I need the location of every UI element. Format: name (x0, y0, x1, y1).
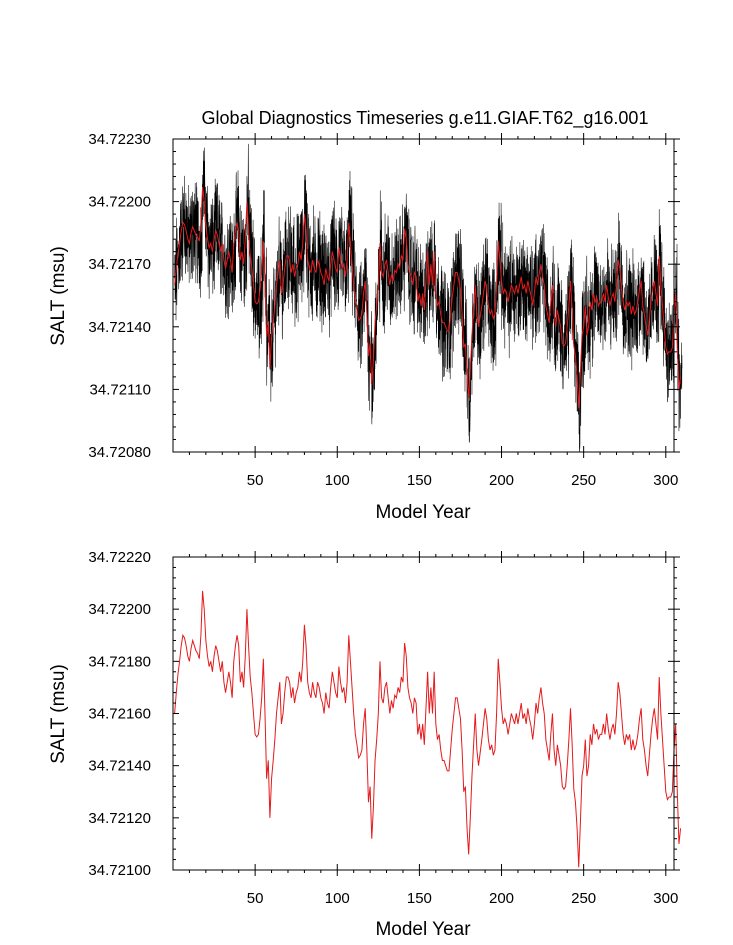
bottom-plot-frame (172, 556, 675, 871)
top-ytick-label: 34.72110 (90, 381, 151, 398)
top-ytick-label: 34.72080 (88, 444, 151, 461)
top-y-axis-title: SALT (msu) (48, 246, 69, 346)
bottom-ytick-label: 34.72160 (88, 706, 151, 723)
top-xtick-label: 150 (407, 472, 432, 489)
top-xtick-labels: 50 100 150 200 250 300 (247, 472, 679, 489)
top-ytick-label: 34.72200 (88, 194, 151, 211)
top-chart: 34.72080 34.72110 34.72140 34.72170 34.72200… (48, 131, 683, 523)
bottom-chart: 34.72100 34.72120 34.72140 34.72160 34.72180… (48, 549, 682, 940)
top-x-axis-title: Model Year (375, 502, 471, 523)
top-annual-series-group (174, 186, 682, 409)
bottom-xtick-labels: 50 100 150 200 250 300 (247, 890, 679, 907)
bottom-xtick-label: 300 (653, 890, 678, 907)
chart-title: Global Diagnostics Timeseries g.e11.GIAF… (202, 108, 649, 129)
bottom-xtick-label: 250 (571, 890, 596, 907)
top-xtick-label: 300 (653, 472, 678, 489)
top-xtick-label: 50 (247, 472, 264, 489)
top-ticks (173, 133, 680, 458)
bottom-xtick-label: 200 (489, 890, 514, 907)
bottom-ytick-label: 34.72180 (88, 653, 151, 670)
top-plot-frame (172, 138, 675, 453)
top-xtick-label: 250 (571, 472, 596, 489)
bottom-y-axis-title: SALT (msu) (48, 664, 69, 764)
bottom-ytick-labels: 34.72100 34.72120 34.72140 34.72160 34.72180… (88, 549, 151, 879)
bottom-xtick-label: 50 (247, 890, 264, 907)
bottom-ytick-label: 34.72140 (88, 758, 151, 775)
top-monthly-series-group (174, 143, 683, 453)
top-ytick-label: 34.72170 (88, 256, 151, 273)
bottom-annual-series-line (174, 590, 682, 868)
top-annual-series-line (174, 186, 682, 409)
bottom-ytick-label: 34.72200 (88, 601, 151, 618)
bottom-xtick-label: 100 (325, 890, 350, 907)
top-xtick-label: 100 (325, 472, 350, 489)
bottom-ytick-label: 34.72120 (88, 810, 151, 827)
bottom-ticks (173, 551, 680, 876)
bottom-x-axis-title: Model Year (375, 919, 471, 940)
top-monthly-series-line (174, 143, 683, 453)
top-ytick-labels: 34.72080 34.72110 34.72140 34.72170 34.72200… (88, 131, 151, 461)
bottom-ytick-label: 34.72100 (88, 862, 151, 879)
top-ytick-label: 34.72230 (88, 131, 151, 148)
bottom-ytick-label: 34.72220 (88, 549, 151, 566)
top-xtick-label: 200 (489, 472, 514, 489)
top-ytick-label: 34.72140 (88, 319, 151, 336)
bottom-xtick-label: 150 (407, 890, 432, 907)
bottom-annual-series-group (174, 590, 682, 868)
